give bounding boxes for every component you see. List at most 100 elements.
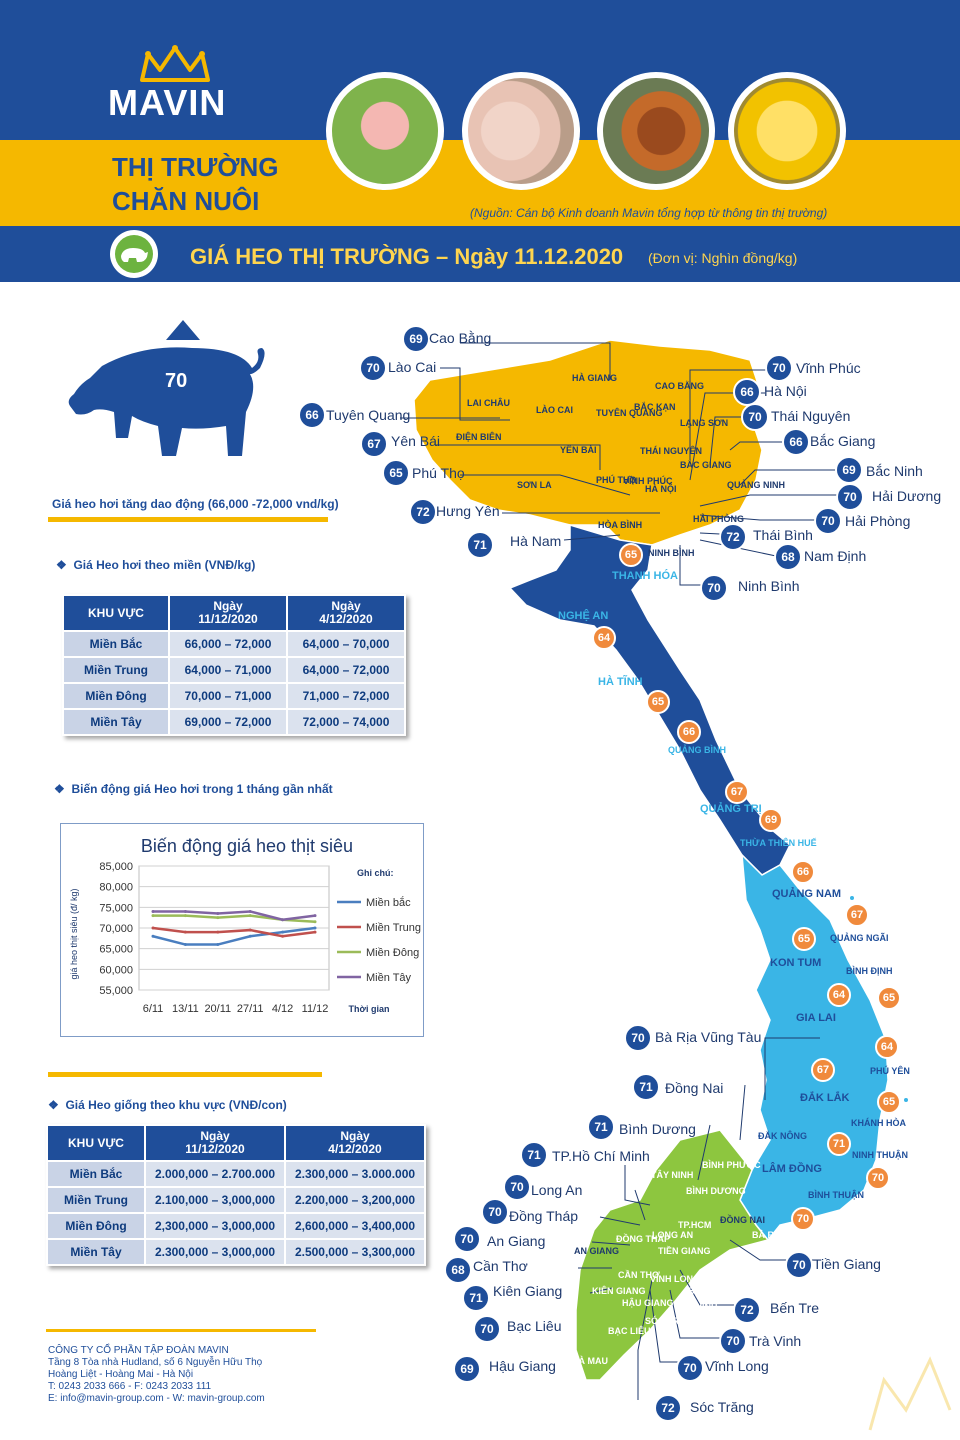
province-name: Trà Vinh [749, 1333, 802, 1349]
chart-section-title: ❖ Biến động giá Heo hơi trong 1 tháng gầ… [54, 782, 333, 796]
data-point [183, 914, 187, 918]
map-province-label: BÌNH DƯƠNG [686, 1186, 746, 1196]
province-name: An Giang [487, 1233, 546, 1249]
price-badge: 70 [503, 1173, 531, 1201]
column-header: Ngày 4/12/2020 [288, 596, 404, 630]
north-region-shape [413, 339, 763, 546]
price-badge: 70 [624, 1024, 652, 1052]
y-tick-label: 70,000 [99, 923, 133, 935]
price-cell: 2.100,000 – 3,000,000 [146, 1188, 284, 1212]
pig-badge-icon [110, 230, 158, 278]
price-badge: 68 [444, 1256, 472, 1284]
region-cell: Miền Bắc [48, 1162, 144, 1186]
price-cell: 64,000 – 71,000 [170, 658, 286, 682]
map-province-label: ĐỒNG NAI [720, 1215, 765, 1225]
map-province-label: HẢI PHÒNG [693, 514, 745, 524]
map-province-label: KIÊN GIANG [592, 1286, 646, 1296]
price-badge: 70 [791, 1207, 815, 1231]
column-header: Ngày 4/12/2020 [286, 1126, 424, 1160]
price-badge: 66 [791, 860, 815, 884]
price-badge: 72 [409, 498, 437, 526]
price-badge: 72 [733, 1296, 761, 1324]
province-name: Yên Bái [391, 433, 441, 449]
column-header: KHU VỰC [48, 1126, 144, 1160]
page-title-line2: CHĂN NUÔI [112, 186, 260, 216]
data-point [281, 918, 285, 922]
province-name: Thái Nguyên [771, 408, 851, 424]
region-cell: Miền Đông [64, 684, 168, 708]
price-badge: 68 [774, 543, 802, 571]
province-name: Lào Cai [388, 359, 437, 375]
province-name: Vĩnh Phúc [796, 360, 861, 376]
table-header-row: KHU VỰC Ngày 11/12/2020 Ngày 4/12/2020 [48, 1126, 424, 1160]
map-province-label: VĨNH LONG [650, 1274, 701, 1284]
map-province-label: NINH THUẬN [852, 1150, 908, 1160]
price-badge: 71 [827, 1132, 851, 1156]
map-province-label: ĐẮK LẮK [800, 1092, 850, 1104]
province-name: Đồng Nai [665, 1080, 724, 1096]
price-badge: 66 [782, 428, 810, 456]
province-name: Thái Bình [753, 527, 813, 543]
price-badge: 65 [382, 459, 410, 487]
data-point [183, 909, 187, 913]
price-badge: 70 [785, 1251, 813, 1279]
column-header: KHU VỰC [64, 596, 168, 630]
price-chart-svg: Biến động giá heo thịt siêu giá heo thịt… [69, 836, 421, 1015]
price-cell: 2.300,000 – 3.000.000 [286, 1162, 424, 1186]
map-province-label: CÀ MAU [572, 1356, 608, 1366]
y-tick-label: 75,000 [99, 902, 133, 914]
series-line [152, 926, 316, 946]
price-badge: 70 [700, 574, 728, 602]
province-name: Kiên Giang [493, 1283, 563, 1299]
region-cell: Miền Trung [64, 658, 168, 682]
price-chart: Biến động giá heo thịt siêu giá heo thịt… [60, 823, 424, 1037]
map-province-label: BẠC LIÊU [608, 1326, 651, 1336]
table1-title-text: Giá Heo hơi theo miền (VNĐ/kg) [73, 558, 256, 572]
price-cell: 2.300,000 – 3,000,000 [146, 1240, 284, 1264]
price-cell: 71,000 – 72,000 [288, 684, 404, 708]
map-province-label: VĨNH PHÚC [623, 476, 673, 486]
map-province-label: YÊN BÁI [560, 445, 597, 455]
column-header: Ngày 11/12/2020 [170, 596, 286, 630]
province-name: Bạc Liêu [507, 1318, 562, 1334]
map-province-label: LAI CHÂU [467, 398, 510, 408]
map-province-label: QUẢNG NINH [727, 480, 785, 490]
x-tick-label: 4/12 [272, 1003, 293, 1015]
price-badge: 70 [473, 1315, 501, 1343]
price-badge: 70 [836, 483, 864, 511]
map-province-label: THỪA THIÊN HUẾ [740, 838, 817, 848]
table-row: Miền Đông 70,000 – 71,000 71,000 – 72,000 [64, 684, 404, 708]
trend-up-icon [166, 320, 200, 340]
region-cell: Miền Tây [64, 710, 168, 734]
leader-lines [400, 342, 850, 1400]
price-badge: 64 [827, 983, 851, 1007]
map-province-label: ĐỒNG THÁP [616, 1234, 670, 1244]
map-province-label: BÌNH THUẬN [808, 1190, 864, 1200]
price-badge: 67 [845, 903, 869, 927]
price-badge: 71 [462, 1284, 490, 1312]
province-name: TP.Hồ Chí Minh [552, 1148, 650, 1164]
price-cell: 70,000 – 71,000 [170, 684, 286, 708]
price-badge: 65 [792, 927, 816, 951]
data-point [151, 909, 155, 913]
table-row: Miền Trung 2.100,000 – 3,000,000 2.200,000… [48, 1188, 424, 1212]
south-region-shape [575, 1129, 770, 1381]
map-province-label: PHÚ THỌ [596, 475, 637, 485]
province-name: Sóc Trăng [690, 1399, 754, 1415]
legend-label: Miền Tây [366, 972, 412, 984]
map-province-label: HÀ TĨNH [598, 676, 643, 688]
summary-price: 70 [165, 370, 188, 392]
price-badge: 70 [359, 354, 387, 382]
map-province-label: NINH BÌNH [648, 548, 695, 558]
data-point [281, 930, 285, 934]
data-point [248, 909, 252, 913]
table2-title-text: Giá Heo giống theo khu vực (VNĐ/con) [65, 1098, 287, 1112]
pig-silhouette-icon [68, 347, 265, 456]
region-cell: Miền Tây [48, 1240, 144, 1264]
price-badge: 71 [520, 1141, 548, 1169]
map-province-label: HẬU GIANG [622, 1298, 674, 1308]
map-province-label: QUẢNG TRỊ [700, 803, 762, 815]
price-cell: 2,300,000 – 3,000,000 [146, 1214, 284, 1238]
footer-phone: T: 0243 2033 666 - F: 0243 2033 111 [48, 1381, 212, 1392]
chart-xlabel: Thời gian [349, 1004, 390, 1014]
